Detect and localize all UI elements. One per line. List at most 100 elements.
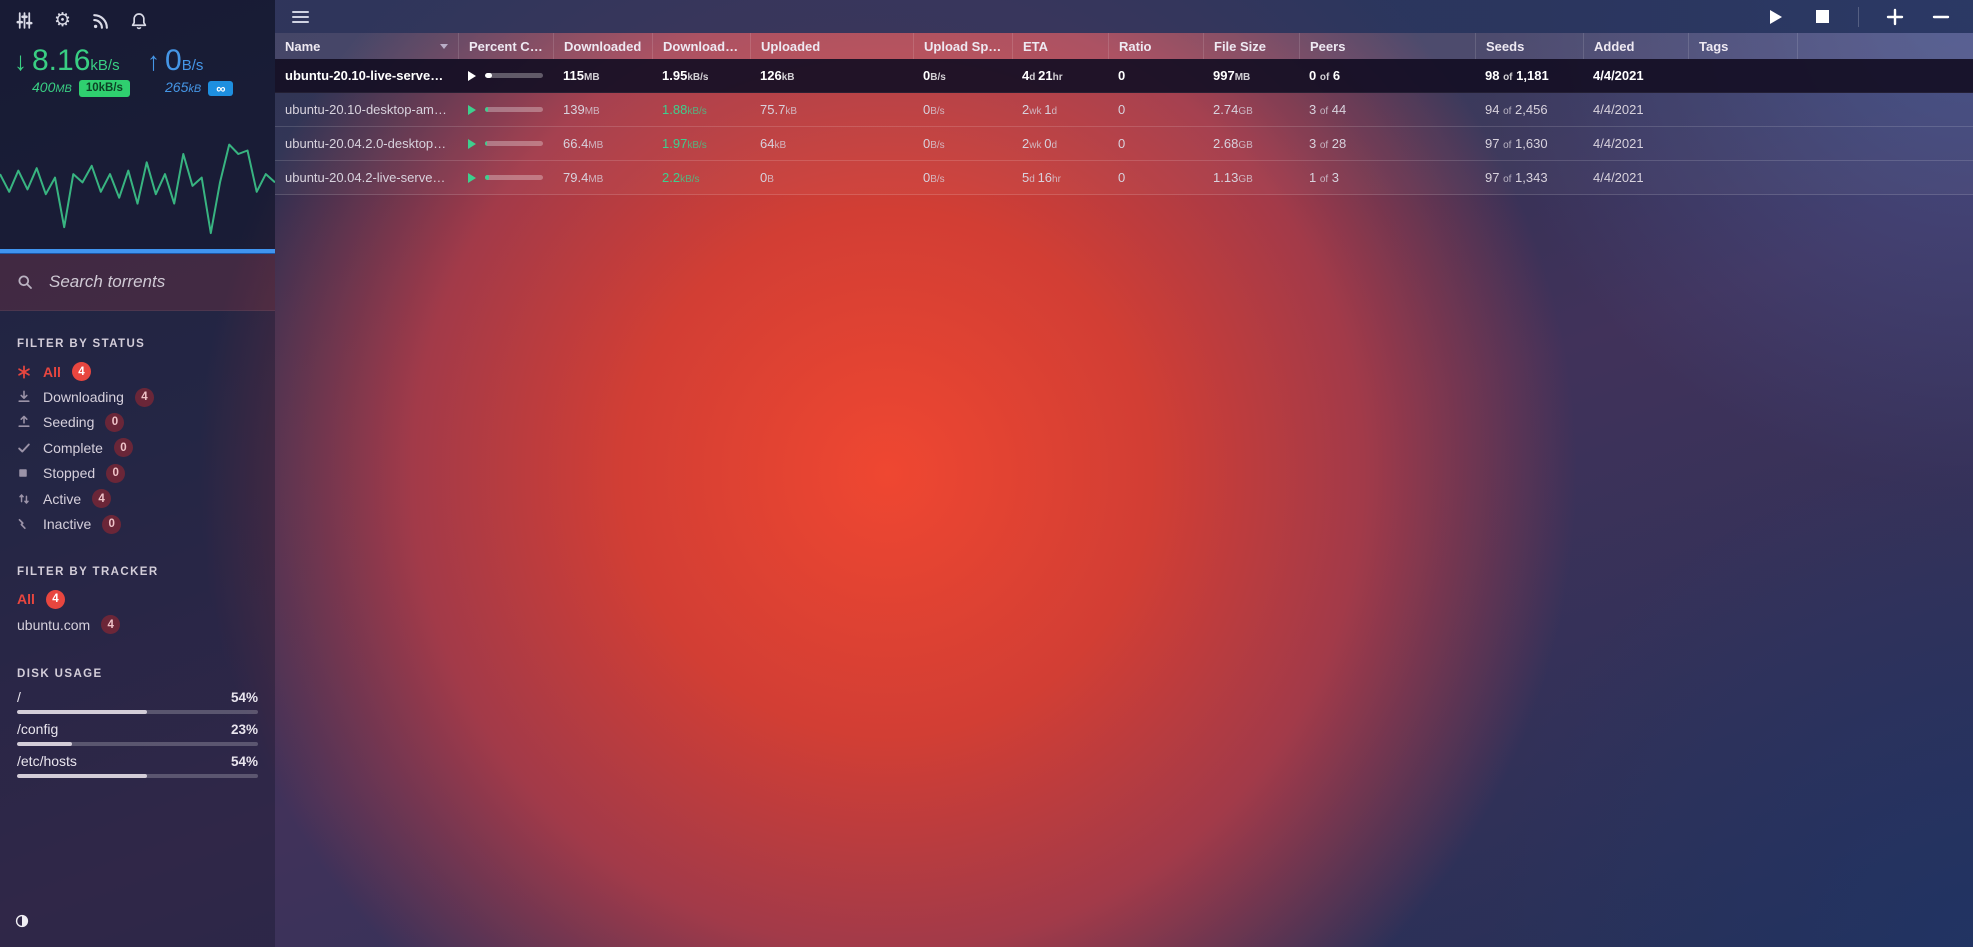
sliders-icon[interactable] — [15, 11, 34, 30]
filter-tracker-all[interactable]: All 4 — [17, 587, 258, 612]
cell-downloadSpeed: 2.2kB/s — [662, 170, 700, 185]
remove-torrent-button[interactable] — [1931, 7, 1951, 27]
torrent-play-icon[interactable] — [468, 104, 476, 115]
column-label: Percent Com… — [469, 38, 543, 54]
column-header-percentComplete[interactable]: Percent Com… — [458, 33, 553, 59]
column-header-seeds[interactable]: Seeds — [1475, 33, 1583, 59]
column-header-added[interactable]: Added — [1583, 33, 1688, 59]
filter-count-badge: 4 — [71, 362, 91, 382]
column-header-uploaded[interactable]: Uploaded — [750, 33, 913, 59]
torrent-progress-bar — [485, 73, 543, 78]
torrent-table-body: ubuntu-20.10-live-server-… 115MB 1.95kB/s 1… — [275, 59, 1973, 195]
minus-icon — [1932, 15, 1950, 18]
column-header-tags[interactable]: Tags — [1688, 33, 1797, 59]
filter-status-all[interactable]: All 4 — [17, 359, 258, 384]
torrent-play-icon[interactable] — [468, 172, 476, 183]
rss-icon[interactable] — [91, 11, 110, 30]
column-label: Downloaded — [564, 38, 642, 54]
column-header-peers[interactable]: Peers — [1299, 33, 1475, 59]
cell-seeds: 97 of 1,630 — [1485, 136, 1548, 151]
plus-icon — [1886, 8, 1904, 25]
filter-label: Complete — [43, 439, 103, 456]
cell-percent-complete — [458, 138, 553, 149]
filter-status-downloading[interactable]: Downloading 4 — [17, 384, 258, 409]
filter-label: Active — [43, 490, 82, 507]
asterisk-icon — [17, 364, 32, 379]
torrent-row[interactable]: ubuntu-20.04.2-live-serve… 79.4MB 2.2kB/s 0… — [275, 161, 1973, 195]
play-icon — [1770, 9, 1782, 24]
filter-count-badge: 0 — [113, 438, 133, 458]
filter-label: All — [17, 591, 35, 608]
filter-label: Inactive — [43, 516, 92, 533]
disk-usage-title: DISK USAGE — [17, 667, 103, 680]
filter-tracker-ubuntu-com[interactable]: ubuntu.com 4 — [17, 612, 258, 637]
disk-usage-bar — [17, 741, 258, 746]
torrent-play-icon[interactable] — [468, 138, 476, 149]
toolbar-divider — [1858, 6, 1859, 27]
upload-summary: ↑ 0B/s 265kB ∞ — [147, 46, 234, 97]
column-header-eta[interactable]: ETA — [1012, 33, 1108, 59]
column-header-name[interactable]: Name — [275, 33, 458, 59]
search-input[interactable] — [47, 271, 275, 293]
stop-square-icon — [17, 466, 32, 481]
cell-uploaded: 126kB — [760, 68, 795, 83]
cell-eta: 4d 21hr — [1022, 68, 1063, 83]
column-header-uploadSpeed[interactable]: Upload Speed — [913, 33, 1012, 59]
zigzag-icon — [17, 517, 32, 532]
filter-status-inactive[interactable]: Inactive 0 — [17, 511, 258, 536]
column-label: ETA — [1023, 38, 1049, 54]
filter-status-stopped[interactable]: Stopped 0 — [17, 461, 258, 486]
torrent-row[interactable]: ubuntu-20.10-live-server-… 115MB 1.95kB/s 1… — [275, 59, 1973, 93]
download-limit-badge: 10kB/s — [78, 79, 130, 97]
filter-count-badge: 0 — [102, 514, 122, 534]
column-header-fileSize[interactable]: File Size — [1203, 33, 1299, 59]
cell-peers: 0 of 6 — [1309, 68, 1341, 83]
torrent-row[interactable]: ubuntu-20.10-desktop-am… 139MB 1.88kB/s 75.… — [275, 93, 1973, 127]
cell-name: ubuntu-20.04.2.0-desktop… — [285, 136, 447, 151]
add-torrent-button[interactable] — [1885, 7, 1905, 27]
status-filter-section: FILTER BY STATUS All 4 Downloading 4 Seeding… — [0, 338, 275, 537]
column-label: Upload Speed — [924, 38, 1002, 54]
cell-name: ubuntu-20.10-live-server-… — [285, 68, 453, 83]
action-toolbar — [275, 0, 1973, 33]
cell-downloadSpeed: 1.88kB/s — [662, 102, 707, 117]
upload-limit-badge: ∞ — [208, 80, 234, 96]
check-icon — [17, 440, 32, 455]
filter-count-badge: 4 — [45, 589, 65, 609]
filter-status-active[interactable]: Active 4 — [17, 486, 258, 511]
cell-uploadSpeed: 0B/s — [923, 68, 946, 83]
filter-label: All — [43, 363, 61, 380]
start-torrents-button[interactable] — [1766, 7, 1786, 27]
torrent-table-header: Name Percent Com… Downloaded Download Sp… Up… — [275, 33, 1973, 59]
cell-fileSize: 997MB — [1213, 68, 1251, 83]
column-label: Uploaded — [761, 38, 821, 54]
cell-name: ubuntu-20.04.2-live-serve… — [285, 170, 446, 185]
main-panel: Name Percent Com… Downloaded Download Sp… Up… — [275, 0, 1973, 947]
filter-status-seeding[interactable]: Seeding 0 — [17, 410, 258, 435]
torrent-row[interactable]: ubuntu-20.04.2.0-desktop… 66.4MB 1.97kB/s 6… — [275, 127, 1973, 161]
menu-icon[interactable] — [288, 7, 313, 27]
cell-fileSize: 2.74GB — [1213, 102, 1253, 117]
bell-icon[interactable] — [129, 11, 148, 30]
cell-uploaded: 0B — [760, 170, 774, 185]
disk-usage-row: /etc/hosts 54% — [17, 753, 258, 778]
column-header-ratio[interactable]: Ratio — [1108, 33, 1203, 59]
transfer-activity-graph — [0, 111, 275, 249]
download-rate: 8.16kB/s — [32, 44, 120, 77]
cell-downloaded: 115MB — [563, 68, 600, 83]
column-header-downloaded[interactable]: Downloaded — [553, 33, 652, 59]
cell-downloaded: 79.4MB — [563, 170, 604, 185]
theme-toggle-icon[interactable] — [15, 914, 29, 928]
filter-count-badge: 0 — [105, 412, 125, 432]
column-header-downloadSpeed[interactable]: Download Sp… — [652, 33, 750, 59]
filter-status-complete[interactable]: Complete 0 — [17, 435, 258, 460]
down-arrow-icon: ↓ — [14, 46, 27, 76]
cell-uploadSpeed: 0B/s — [923, 102, 945, 117]
stop-torrents-button[interactable] — [1812, 7, 1832, 27]
torrent-play-icon[interactable] — [468, 70, 476, 81]
gear-icon[interactable]: ⚙ — [53, 10, 72, 31]
cell-added: 4/4/2021 — [1593, 102, 1644, 117]
sort-descending-icon — [440, 43, 448, 49]
cell-added: 4/4/2021 — [1593, 170, 1644, 185]
